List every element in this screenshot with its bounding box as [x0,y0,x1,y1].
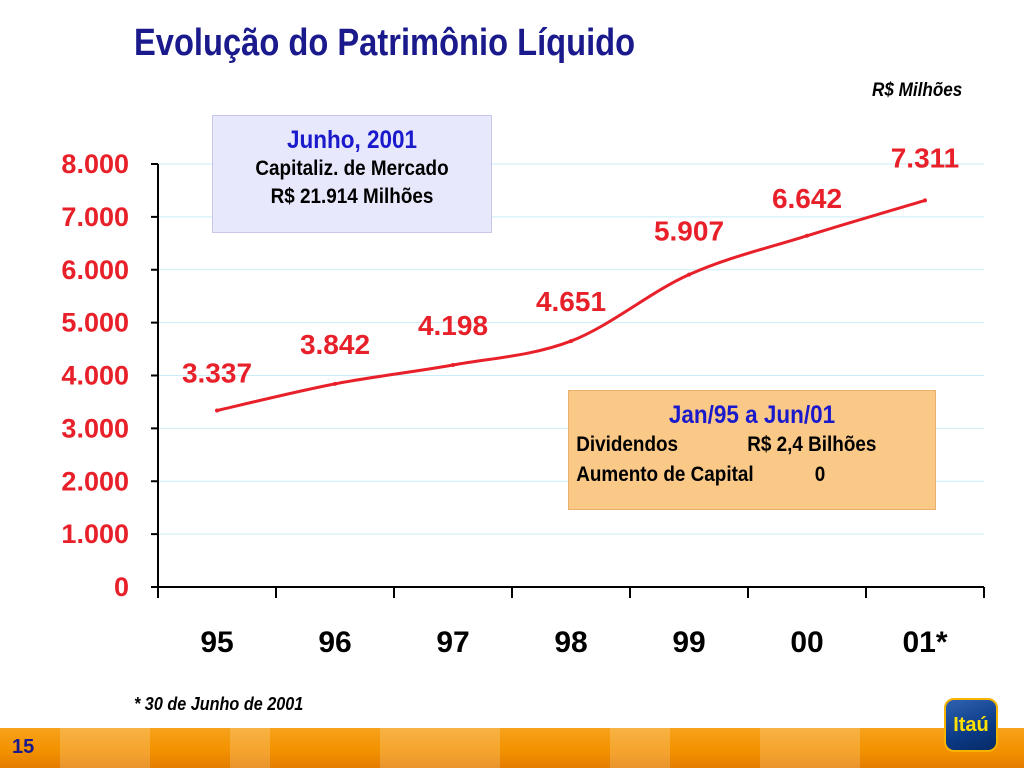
dividends-row: Dividendos R$ 2,4 Bilhões [569,430,898,460]
x-tick-label: 99 [672,626,705,659]
footer-band [0,728,1024,768]
capital-increase-label: Aumento de Capital [576,463,754,486]
data-point [805,233,809,238]
data-label: 3.842 [300,329,370,360]
data-label: 5.907 [654,216,724,247]
y-tick-label: 0 [114,572,129,602]
data-label: 3.337 [182,358,252,389]
dividends-value: R$ 2,4 Bilhões [747,433,877,456]
x-tick-label: 01* [902,626,947,659]
y-tick-label: 1.000 [61,519,129,549]
x-tick-label: 98 [554,626,587,659]
market-cap-line1: Capitaliz. de Mercado [255,157,449,180]
y-tick-label: 2.000 [61,466,129,496]
data-point [569,339,573,344]
page-title: Evolução do Patrimônio Líquido [134,22,636,64]
y-tick-label: 8.000 [61,149,129,179]
data-point [215,408,219,413]
data-point [451,363,455,368]
capital-increase-row: Aumento de Capital 0 [569,460,898,490]
market-cap-line2: R$ 21.914 Milhões [270,185,434,208]
y-tick-label: 6.000 [61,255,129,285]
capital-increase-value: 0 [814,463,826,486]
x-tick-label: 96 [318,626,351,659]
data-point [333,381,337,386]
x-tick-label: 00 [790,626,823,659]
data-label: 6.642 [772,183,842,214]
data-point [923,198,927,203]
y-tick-label: 7.000 [61,202,129,232]
data-label: 4.651 [536,286,606,317]
market-cap-title: Junho, 2001 [286,126,418,154]
data-label: 7.311 [891,142,960,173]
footnote: * 30 de Junho de 2001 [134,694,304,714]
y-tick-label: 5.000 [61,308,129,338]
itau-logo: Itaú [944,698,998,752]
dividends-box: Jan/95 a Jun/01 Dividendos R$ 2,4 Bilhõe… [568,390,936,510]
page-number: 15 [12,736,35,758]
dividends-title: Jan/95 a Jun/01 [668,401,836,429]
y-tick-label: 3.000 [61,413,129,443]
data-label: 4.198 [418,310,488,341]
units-label: R$ Milhões [871,80,962,101]
x-tick-label: 95 [200,626,233,659]
market-cap-box: Junho, 2001 Capitaliz. de Mercado R$ 21.… [212,115,492,233]
data-point [687,272,691,277]
y-tick-label: 4.000 [61,361,129,391]
dividends-label: Dividendos [576,433,679,456]
x-tick-label: 97 [436,626,469,659]
